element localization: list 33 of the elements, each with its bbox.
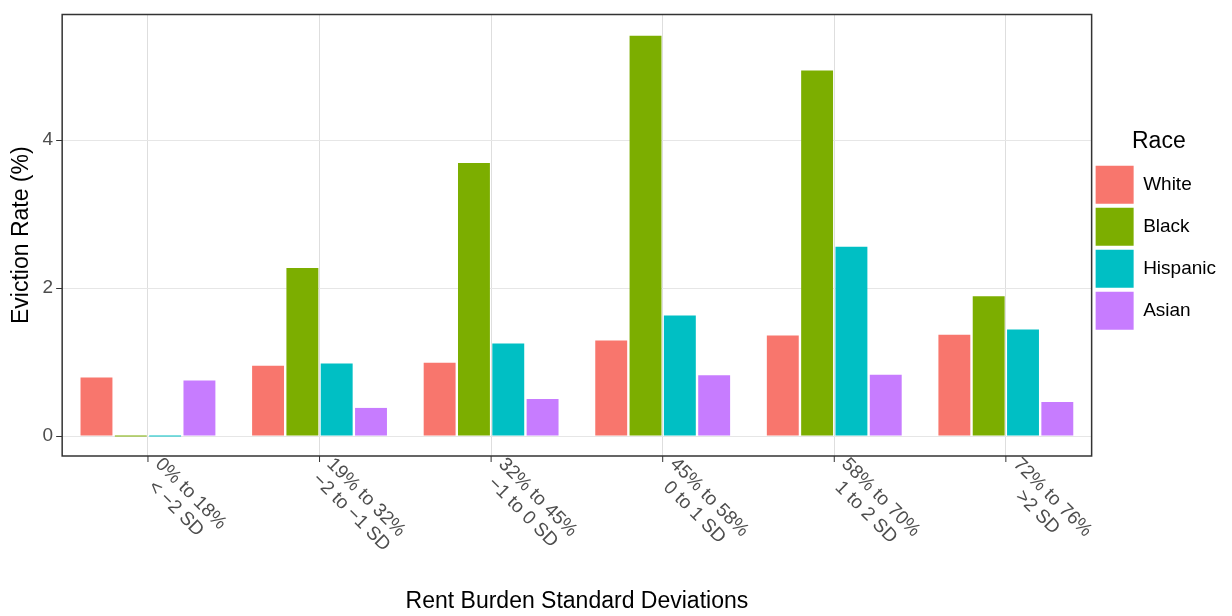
bar — [252, 365, 285, 436]
bar — [938, 334, 971, 436]
bar — [698, 375, 731, 436]
bar — [766, 335, 799, 436]
bar — [183, 380, 216, 436]
bar — [526, 399, 559, 436]
x-tick-label: 0% to 18% < −2 SD — [144, 453, 232, 540]
bar — [595, 340, 628, 436]
y-tick-label: 4 — [42, 128, 54, 150]
bar — [355, 407, 387, 436]
bar — [1007, 329, 1039, 436]
bar — [492, 343, 525, 436]
legend-label: White — [1143, 173, 1192, 195]
bar — [80, 377, 113, 436]
bar — [286, 268, 319, 436]
y-tick-label: 0 — [42, 424, 54, 446]
bar — [1041, 402, 1074, 436]
legend-title: Race — [1131, 127, 1186, 154]
legend-label: Black — [1143, 215, 1191, 237]
bar — [629, 35, 662, 436]
y-tick-label: 2 — [42, 276, 54, 298]
legend-label: Asian — [1143, 299, 1191, 321]
bar — [458, 163, 490, 436]
bar — [869, 374, 902, 436]
bar — [835, 246, 868, 436]
bar — [801, 70, 834, 436]
y-axis-title: Eviction Rate (%) — [7, 146, 34, 325]
bar — [663, 315, 696, 436]
bar — [972, 296, 1005, 436]
x-axis-title: Rent Burden Standard Deviations — [405, 587, 749, 613]
bar — [423, 362, 456, 436]
legend-label: Hispanic — [1143, 257, 1217, 279]
bar — [320, 363, 353, 436]
